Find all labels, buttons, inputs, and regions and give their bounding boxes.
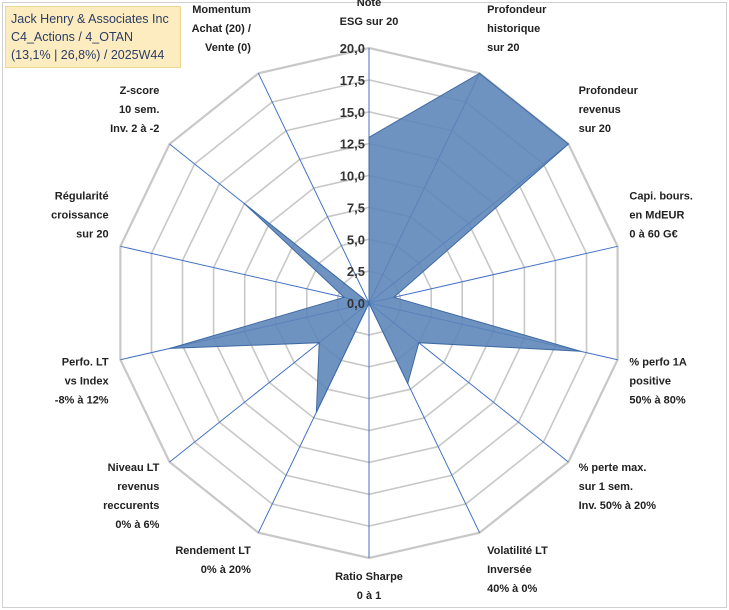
axis-label: Rendement LT 0% à 20%	[175, 545, 251, 576]
tick-label: 12,5	[340, 137, 365, 152]
tick-label: 7,5	[347, 200, 365, 215]
axis-label-line: Inv. 2 à -2	[110, 123, 159, 135]
axis-label: Perfo. LT vs Index -8% à 12%	[55, 357, 110, 407]
axis-label-line: Z-score	[120, 85, 160, 97]
radar-axis-labels: Note ESG sur 20 Profondeur historique sur 20…	[51, 0, 693, 602]
title-line-2: C4_Actions / 4_OTAN	[11, 30, 134, 44]
axis-label-line: Profondeur	[487, 4, 547, 16]
axis-label-line: vs Index	[65, 376, 110, 388]
series-point	[407, 382, 409, 384]
axis-label-line: reccurents	[103, 500, 159, 512]
axis-label: Ratio Sharpe 0 à 1	[335, 571, 403, 602]
axis-label-line: Perfo. LT	[62, 357, 109, 369]
axis-label-line: 10 sem.	[119, 104, 159, 116]
axis-label-line: historique	[487, 23, 540, 35]
series-point	[368, 302, 370, 304]
axis-label-line: % perte max.	[579, 462, 647, 474]
axis-label-line: Achat (20) /	[192, 23, 251, 35]
axis-label-line: Inv. 50% à 20%	[579, 500, 657, 512]
axis-label: Niveau LT revenus reccurents 0% à 6%	[103, 462, 160, 531]
radar-series	[169, 72, 581, 413]
axis-label-line: Volatilité LT	[487, 545, 548, 557]
axis-label-line: 0% à 20%	[201, 564, 251, 576]
axis-label-line: Inversée	[487, 564, 532, 576]
series-point	[169, 347, 171, 349]
radar-tick-labels: 0,0 2,5 5,0 7,5 10,0 12,5 15,0 17,5 20,0	[340, 41, 365, 311]
axis-label-line: sur 20	[76, 229, 108, 241]
axis-label: Profondeur historique sur 20	[487, 4, 547, 54]
tick-label: 2,5	[347, 264, 365, 279]
tick-label: 15,0	[340, 105, 365, 120]
axis-label-line: ESG sur 20	[340, 16, 399, 28]
axis-label-line: Profondeur	[579, 85, 639, 97]
axis-label-line: Vente (0)	[205, 42, 251, 54]
axis-label: Capi. bours. en MdEUR 0 à 60 G€	[629, 191, 693, 241]
series-point	[315, 411, 317, 413]
axis-label-line: revenus	[117, 481, 159, 493]
tick-label: 20,0	[340, 41, 365, 56]
axis-label: Z-score 10 sem. Inv. 2 à -2	[110, 85, 159, 135]
axis-spoke	[368, 245, 618, 304]
axis-label-line: sur 20	[487, 42, 519, 54]
title-box: Jack Henry & Associates Inc C4_Actions /…	[5, 6, 181, 68]
tick-label: 5,0	[347, 232, 365, 247]
series-point	[393, 296, 395, 298]
axis-label-line: Niveau LT	[108, 462, 160, 474]
axis-label-line: revenus	[579, 104, 621, 116]
title-line-1: Jack Henry & Associates Inc	[11, 12, 169, 26]
axis-label-line: Ratio Sharpe	[335, 571, 403, 583]
axis-label: % perte max. sur 1 sem. Inv. 50% à 20%	[579, 462, 657, 512]
axis-label-line: croissance	[51, 210, 108, 222]
series-point	[418, 342, 420, 344]
series-point	[243, 203, 245, 205]
axis-spoke	[120, 245, 370, 304]
axis-label-line: Rendement LT	[175, 545, 251, 557]
axis-label: % perfo 1A positive 50% à 80%	[629, 357, 687, 407]
series-point	[579, 350, 581, 352]
tick-label: 10,0	[340, 169, 365, 184]
axis-spoke	[257, 73, 370, 304]
series-area	[169, 72, 581, 413]
axis-label-line: 0% à 6%	[115, 519, 159, 531]
axis-label-line: Note	[357, 0, 381, 9]
tick-label: 17,5	[340, 73, 365, 88]
axis-label-line: Momentum	[192, 4, 251, 16]
axis-label-line: Capi. bours.	[629, 191, 693, 203]
axis-label: Note ESG sur 20	[340, 0, 399, 28]
series-point	[368, 136, 370, 138]
series-point	[479, 72, 481, 74]
tick-label: 0,0	[347, 296, 365, 311]
axis-label-line: -8% à 12%	[55, 395, 109, 407]
axis-label-line: sur 20	[579, 123, 611, 135]
axis-label: Régularité croissance sur 20	[51, 191, 108, 241]
series-point	[318, 342, 320, 344]
axis-label: Volatilité LT Inversée 40% à 0%	[487, 545, 548, 595]
axis-label-line: 0 à 1	[357, 590, 381, 602]
axis-label-line: 50% à 80%	[629, 395, 685, 407]
axis-label: Profondeur revenus sur 20	[579, 85, 639, 135]
axis-label-line: 0 à 60 G€	[629, 229, 677, 241]
axis-label-line: 40% à 0%	[487, 583, 537, 595]
title-line-3: (13,1% | 26,8%) / 2025W44	[11, 48, 165, 62]
series-point	[343, 296, 345, 298]
axis-label: Momentum Achat (20) / Vente (0)	[192, 4, 252, 54]
axis-label-line: en MdEUR	[629, 210, 684, 222]
axis-label-line: positive	[629, 376, 671, 388]
axis-label-line: % perfo 1A	[629, 357, 687, 369]
axis-label-line: Régularité	[55, 191, 109, 203]
series-point	[567, 143, 570, 145]
axis-label-line: sur 1 sem.	[579, 481, 633, 493]
